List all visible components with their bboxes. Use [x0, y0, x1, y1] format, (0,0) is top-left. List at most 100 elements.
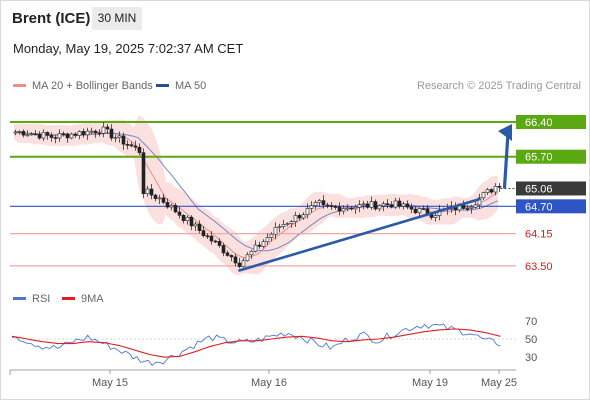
candle-down: [61, 133, 66, 135]
ma20-legend-label: MA 20 + Bollinger Bands: [32, 80, 153, 92]
candle-down: [349, 207, 354, 210]
rsi-legend-label: RSI: [32, 293, 51, 305]
current-price-label: 65.06: [525, 183, 553, 195]
interval-badge[interactable]: 30 MIN: [92, 7, 142, 30]
candle-up: [185, 216, 190, 221]
candle-down: [325, 204, 330, 207]
candle-down: [65, 133, 70, 139]
candle-up: [393, 200, 398, 208]
candle-down: [173, 205, 178, 213]
level-tag-65.70: [516, 149, 586, 164]
candle-down: [177, 211, 182, 216]
candle-down: [213, 240, 218, 243]
rsi-tick-label: 70: [525, 316, 537, 328]
candle-down: [153, 194, 158, 199]
candle-up: [493, 186, 498, 193]
candle-up: [305, 208, 310, 215]
x-tick-label: May 19: [412, 377, 448, 389]
candle-down: [73, 133, 78, 136]
candle-down: [337, 206, 342, 212]
candle-down: [297, 215, 302, 219]
legend-ma50: MA 50: [156, 80, 206, 92]
candle-up: [265, 237, 270, 242]
candle-up: [485, 189, 490, 193]
candle-up: [285, 223, 290, 225]
candle-up: [117, 135, 122, 138]
trend-line: [238, 197, 481, 273]
candle-down: [365, 203, 370, 208]
candle-down: [133, 145, 138, 148]
candle-down: [217, 241, 222, 246]
candle-up: [269, 233, 274, 238]
candle-up: [89, 130, 94, 133]
candle-down: [105, 126, 110, 130]
candle-down: [205, 235, 210, 238]
candle-down: [37, 133, 42, 139]
candle-down: [257, 244, 262, 247]
candle-down: [149, 188, 154, 196]
candle-up: [381, 203, 386, 207]
level-label: 64.15: [525, 229, 553, 241]
candle-down: [21, 131, 26, 136]
candle-down: [49, 135, 54, 138]
candle-down: [397, 200, 402, 207]
candle-down: [465, 208, 470, 210]
research-credit: Research © 2025 Trading Central: [416, 80, 581, 92]
candle-up: [85, 130, 90, 136]
candle-up: [157, 197, 162, 200]
candle-up: [289, 221, 294, 224]
candle-down: [81, 131, 86, 136]
candle-down: [141, 152, 146, 195]
candle-up: [433, 215, 438, 218]
ma9-swatch: [62, 296, 75, 300]
candle-up: [145, 188, 150, 194]
candle-up: [317, 200, 322, 203]
candle-down: [97, 132, 102, 135]
candle-down: [201, 230, 206, 237]
candle-down: [93, 130, 98, 134]
candle-up: [353, 206, 358, 210]
candle-up: [17, 131, 22, 133]
candle-up: [69, 133, 74, 139]
candle-down: [413, 208, 418, 214]
candle-up: [245, 254, 250, 262]
candle-up: [293, 215, 298, 222]
candle-up: [101, 126, 106, 134]
candle-down: [229, 255, 234, 258]
candle-up: [241, 260, 246, 268]
candle-down: [389, 204, 394, 208]
candle-down: [409, 206, 414, 210]
current-price-tag: [516, 181, 586, 196]
candle-up: [417, 208, 422, 214]
legend-ma20: MA 20 + Bollinger Bands: [13, 80, 153, 92]
rsi-line: [11, 323, 501, 366]
candle-down: [33, 133, 38, 136]
level-tag-66.40: [516, 115, 586, 129]
candle-down: [45, 132, 50, 136]
candle-up: [361, 203, 366, 206]
candle-up: [253, 244, 258, 252]
candle-up: [169, 205, 174, 208]
candle-up: [273, 227, 278, 235]
candle-up: [41, 132, 46, 139]
candle-down: [181, 215, 186, 222]
projection-arrow-shaft: [502, 132, 510, 189]
candle-up: [469, 206, 474, 209]
rsi-tick-label: 50: [525, 334, 537, 346]
candle-down: [209, 235, 214, 242]
candle-down: [321, 200, 326, 206]
ma9-legend-label: 9MA: [81, 293, 104, 305]
candle-down: [189, 216, 194, 227]
instrument-title: Brent (ICE): [12, 10, 91, 27]
datetime-label: Monday, May 19, 2025 7:02:37 AM CET: [13, 41, 244, 56]
candle-up: [249, 251, 254, 256]
rsi-swatch: [13, 296, 26, 300]
candle-down: [125, 144, 130, 146]
candle-down: [121, 135, 126, 145]
candle-up: [341, 208, 346, 212]
candle-down: [237, 262, 242, 267]
candle-down: [233, 256, 238, 264]
x-tick-label: May 16: [251, 377, 287, 389]
legend-9ma: 9MA: [62, 293, 104, 305]
rsi-9ma-line: [11, 328, 501, 358]
